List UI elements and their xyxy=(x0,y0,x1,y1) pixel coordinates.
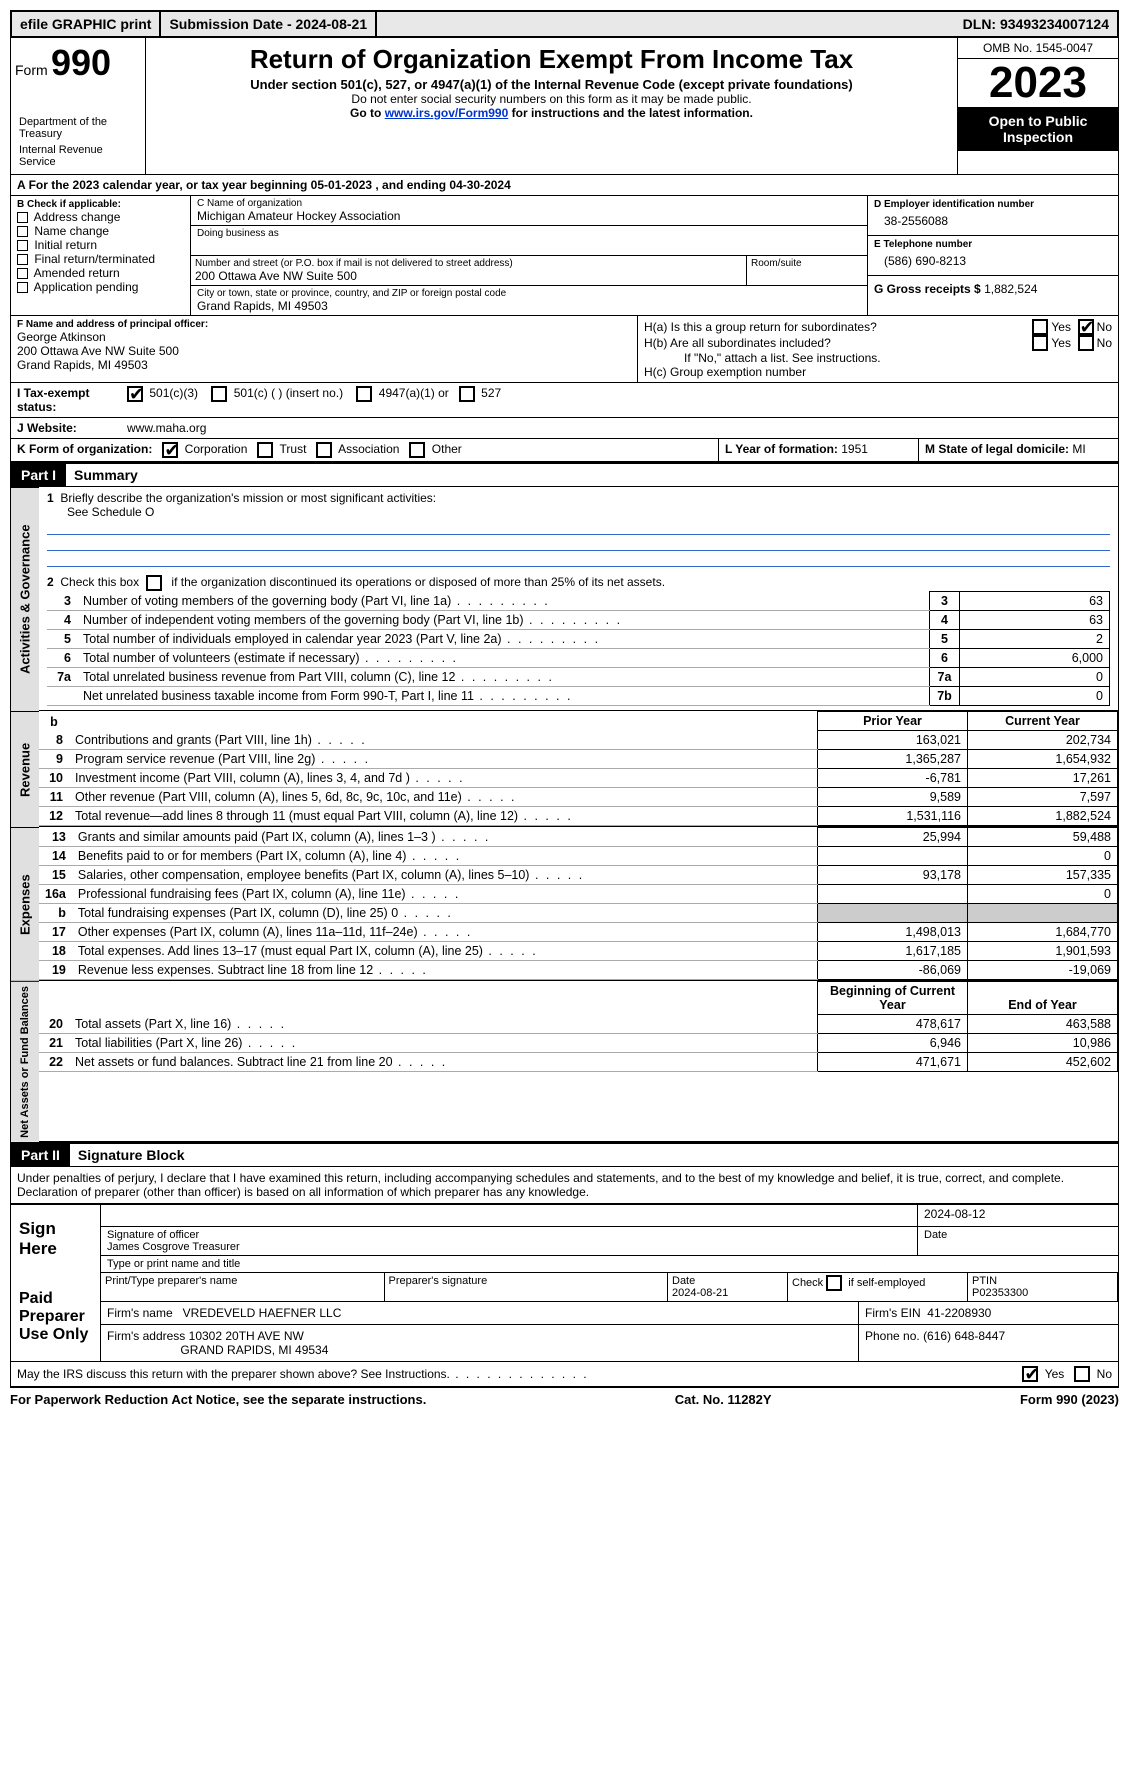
irs-link[interactable]: www.irs.gov/Form990 xyxy=(385,106,509,120)
side-expenses: Expenses xyxy=(11,827,39,981)
dept: Department of the Treasury xyxy=(15,114,141,142)
street: 200 Ottawa Ave NW Suite 500 xyxy=(195,269,742,283)
tax-status-row: I Tax-exempt status: 501(c)(3) 501(c) ( … xyxy=(10,383,1119,418)
form-header: Form 990 Department of the Treasury Inte… xyxy=(10,38,1119,175)
phone: (586) 690-8213 xyxy=(874,250,1112,272)
dln: DLN: 93493234007124 xyxy=(955,12,1117,36)
may-irs-row: May the IRS discuss this return with the… xyxy=(10,1362,1119,1387)
klm-row: K Form of organization: Corporation Trus… xyxy=(10,439,1119,462)
gross-receipts: 1,882,524 xyxy=(984,282,1037,296)
netassets-table: Beginning of Current YearEnd of Year 20T… xyxy=(39,981,1118,1072)
open-inspection: Open to Public Inspection xyxy=(958,107,1118,151)
note1: Do not enter social security numbers on … xyxy=(156,92,947,106)
ha-no[interactable] xyxy=(1078,319,1094,335)
part2-header: Part II Signature Block xyxy=(10,1142,1119,1167)
box-b-item: Amended return xyxy=(17,266,184,280)
officer: James Cosgrove Treasurer xyxy=(107,1241,240,1253)
box-b: B Check if applicable: Address change Na… xyxy=(11,196,191,315)
org-name: Michigan Amateur Hockey Association xyxy=(197,209,861,223)
footer: For Paperwork Reduction Act Notice, see … xyxy=(10,1387,1119,1411)
signature-block: Sign Here 2024-08-12 Signature of office… xyxy=(10,1203,1119,1362)
box-deg: D Employer identification number 38-2556… xyxy=(868,196,1118,315)
form-word: Form xyxy=(15,62,48,78)
firm-name: VREDEVELD HAEFNER LLC xyxy=(183,1306,342,1320)
box-b-item: Name change xyxy=(17,224,184,238)
ha-yes[interactable] xyxy=(1032,319,1048,335)
omb: OMB No. 1545-0047 xyxy=(958,38,1118,59)
side-netassets: Net Assets or Fund Balances xyxy=(11,981,39,1142)
note2: Go to www.irs.gov/Form990 for instructio… xyxy=(156,106,947,120)
subtitle: Under section 501(c), 527, or 4947(a)(1)… xyxy=(156,77,947,92)
hb-yes[interactable] xyxy=(1032,335,1048,351)
revenue-table: bPrior YearCurrent Year 8Contributions a… xyxy=(39,711,1118,826)
501c3-check[interactable] xyxy=(127,386,143,402)
box-b-item: Initial return xyxy=(17,238,184,252)
discuss-no[interactable] xyxy=(1074,1366,1090,1382)
box-b-item: Address change xyxy=(17,210,184,224)
perjury-text: Under penalties of perjury, I declare th… xyxy=(10,1167,1119,1203)
irs: Internal Revenue Service xyxy=(15,142,141,170)
officer-name: George Atkinson xyxy=(17,330,631,344)
mission: See Schedule O xyxy=(47,505,1110,519)
hb-no[interactable] xyxy=(1078,335,1094,351)
expense-table: 13Grants and similar amounts paid (Part … xyxy=(39,827,1118,980)
city: Grand Rapids, MI 49503 xyxy=(197,299,861,313)
form-number: 990 xyxy=(51,42,111,83)
sig-date: 2024-08-12 xyxy=(918,1205,1118,1227)
submission-date: Submission Date - 2024-08-21 xyxy=(161,12,377,36)
f-h-block: F Name and address of principal officer:… xyxy=(10,316,1119,383)
org-info-block: B Check if applicable: Address change Na… xyxy=(10,196,1119,316)
tax-year: 2023 xyxy=(958,59,1118,107)
website: www.maha.org xyxy=(121,418,1118,438)
efile-label: efile GRAPHIC print xyxy=(12,12,161,36)
form-title: Return of Organization Exempt From Incom… xyxy=(156,44,947,75)
website-row: J Website: www.maha.org xyxy=(10,418,1119,439)
box-c: C Name of organization Michigan Amateur … xyxy=(191,196,868,315)
line-a-text: A For the 2023 calendar year, or tax yea… xyxy=(11,175,1118,195)
side-revenue: Revenue xyxy=(11,711,39,827)
line-a: A For the 2023 calendar year, or tax yea… xyxy=(10,175,1119,196)
side-governance: Activities & Governance xyxy=(11,487,39,711)
box-b-item: Application pending xyxy=(17,280,184,294)
part1-header: Part I Summary xyxy=(10,462,1119,487)
ein: 38-2556088 xyxy=(874,210,1112,232)
discuss-yes[interactable] xyxy=(1022,1366,1038,1382)
governance-table: 3Number of voting members of the governi… xyxy=(47,591,1110,706)
box-b-item: Final return/terminated xyxy=(17,252,184,266)
topbar: efile GRAPHIC print Submission Date - 20… xyxy=(10,10,1119,38)
